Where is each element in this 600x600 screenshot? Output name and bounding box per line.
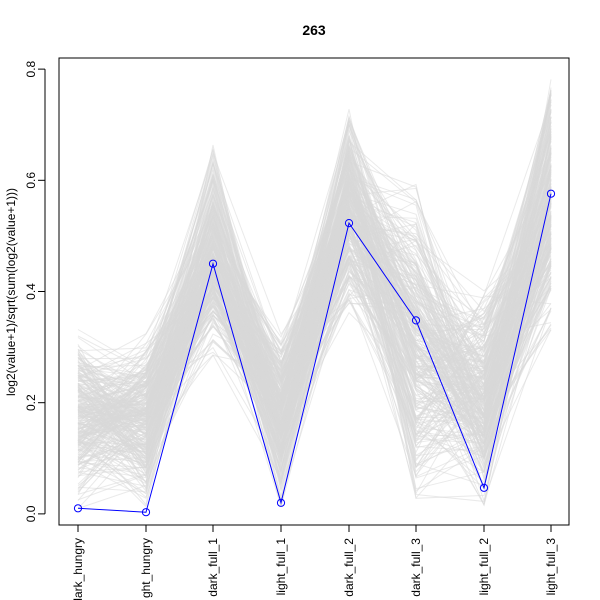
y-tick-label: 0.4: [24, 283, 38, 300]
background-line: [77, 161, 552, 438]
y-tick-label: 0.0: [24, 505, 38, 522]
background-line: [77, 228, 552, 508]
series-line: [77, 193, 552, 513]
background-line: [77, 130, 552, 470]
x-tick-label: light_full_3: [544, 538, 558, 596]
x-tick-label: ght_hungry: [139, 538, 153, 598]
x-tick-label: dark_full_1: [206, 538, 220, 597]
y-tick-label: 0.2: [24, 394, 38, 411]
data-point: [411, 316, 421, 325]
background-line: [77, 94, 552, 460]
y-tick-label: 0.8: [24, 60, 38, 77]
y-axis-label: log2(value+1)/sqrt(sum(log2(value+1))): [4, 188, 18, 396]
x-tick-label: dark_hungry: [71, 538, 85, 600]
background-line: [77, 154, 552, 459]
x-tick-label: light_full_1: [274, 538, 288, 596]
background-line: [77, 140, 552, 411]
background-line: [77, 197, 552, 447]
y-tick-label: 0.6: [24, 172, 38, 189]
data-point: [276, 498, 286, 507]
background-line: [77, 79, 552, 497]
x-tick-label: dark_full_3: [409, 538, 423, 597]
background-line: [77, 192, 552, 436]
data-point: [344, 219, 354, 228]
x-tick-label: dark_full_2: [342, 538, 356, 597]
data-point: [208, 259, 218, 268]
background-line: [77, 177, 552, 482]
x-tick-label: light_full_2: [477, 538, 491, 596]
data-point: [546, 189, 556, 198]
data-point: [73, 504, 83, 513]
chart-title: 263: [302, 22, 326, 38]
y-axis: 0.0 0.2 0.4 0.6 0.8: [24, 60, 46, 522]
background-lines: [77, 79, 552, 509]
background-line: [77, 104, 552, 458]
series-layer: [73, 189, 556, 517]
background-line: [77, 211, 552, 467]
background-line: [77, 112, 552, 487]
background-line: [77, 164, 552, 443]
data-point: [141, 508, 151, 517]
background-line: [77, 94, 552, 469]
background-line: [77, 170, 552, 499]
data-point: [479, 483, 489, 492]
background-line: [77, 181, 552, 485]
x-axis: dark_hungry ght_hungry dark_full_1 light_fu…: [71, 524, 558, 600]
